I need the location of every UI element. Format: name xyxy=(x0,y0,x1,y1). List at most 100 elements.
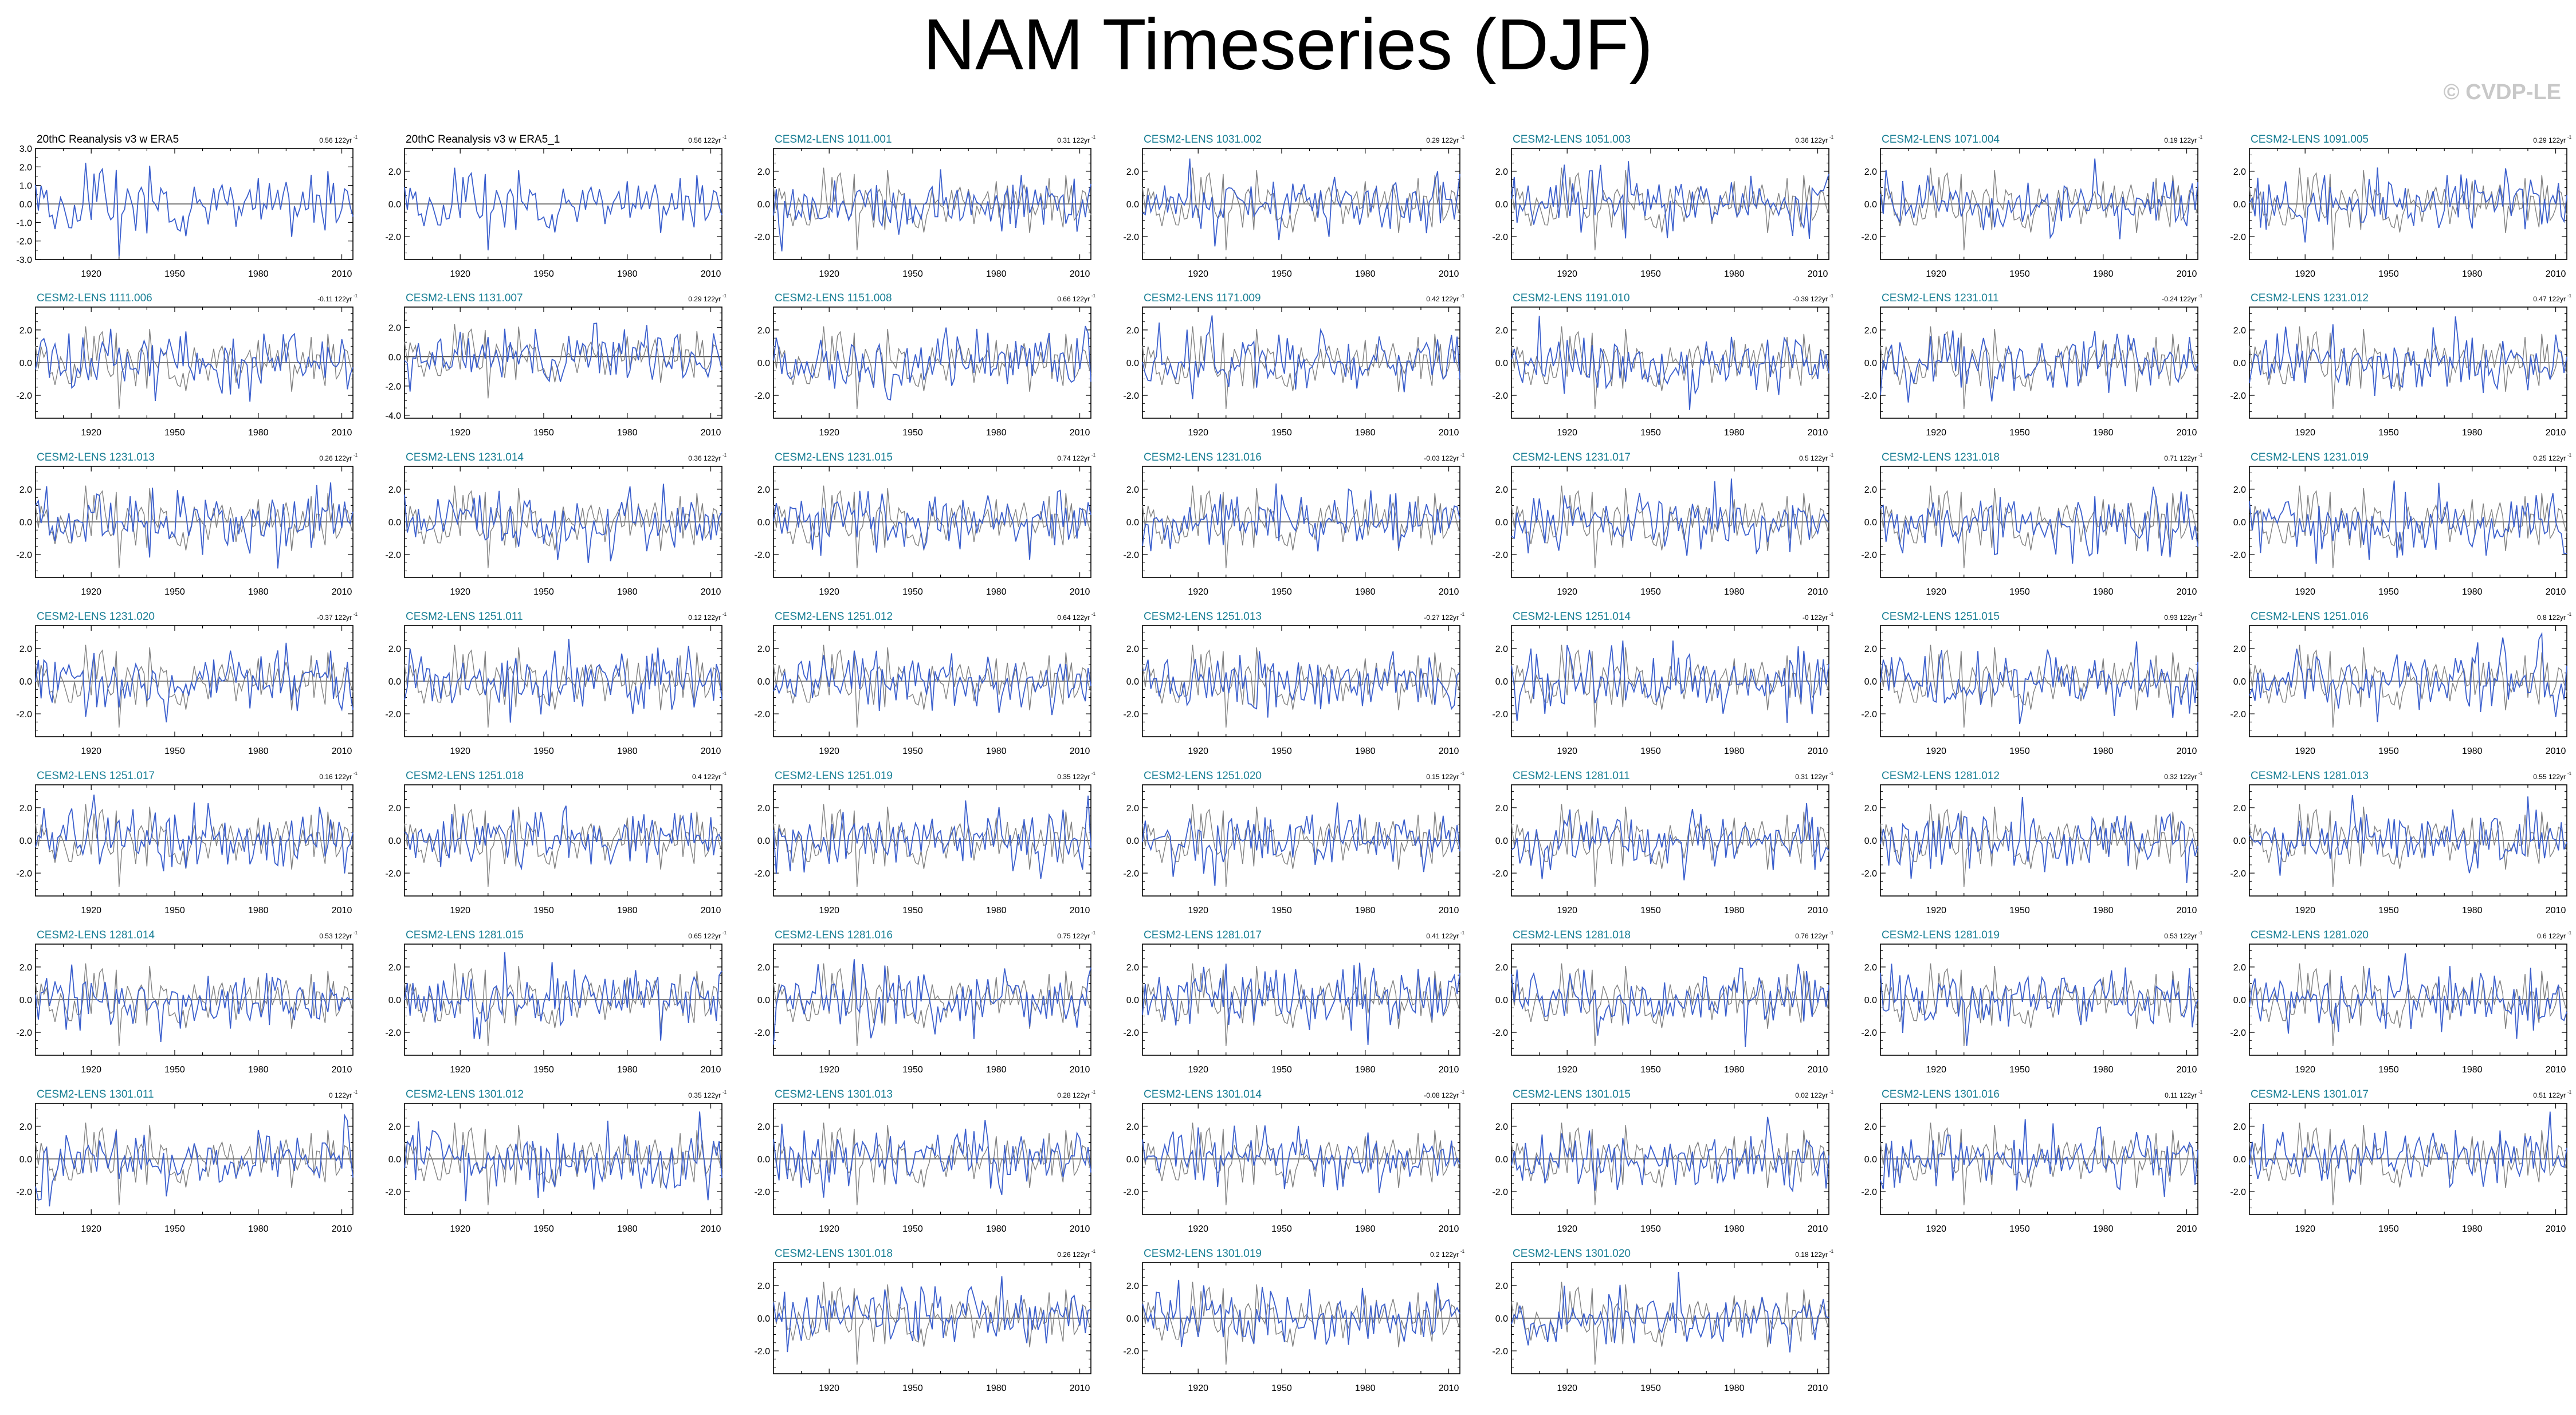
x-tick-label: 1950 xyxy=(2009,1065,2030,1075)
x-tick-label: 1950 xyxy=(902,587,923,597)
x-tick-label: 1920 xyxy=(81,587,101,597)
panel-trend: 0.12 122yr xyxy=(688,614,721,622)
y-tick-label: -4.0 xyxy=(385,411,401,421)
observed-series-line xyxy=(773,1282,1091,1365)
panel-33: CESM2-LENS 1281.011 0.31 122yr -1 2.0 0.0 -2.… xyxy=(1492,770,1833,915)
panel-trend-exponent: -1 xyxy=(1091,293,1096,298)
x-tick-label: 2010 xyxy=(1439,746,1459,756)
observed-series-line xyxy=(1511,644,1829,728)
y-tick-label: -1.0 xyxy=(16,218,32,228)
model-series-line xyxy=(1511,1271,1829,1353)
x-tick-label: 1980 xyxy=(2093,587,2114,597)
x-tick-label: 1980 xyxy=(2093,1224,2114,1234)
x-tick-label: 1980 xyxy=(1724,1065,1745,1075)
x-tick-label: 2010 xyxy=(2546,587,2566,597)
panel-11: CESM2-LENS 1171.009 0.42 122yr -1 2.0 0.0 -2.… xyxy=(1123,292,1464,438)
y-tick-label: -2.0 xyxy=(754,710,770,720)
x-tick-label: 1980 xyxy=(248,1065,269,1075)
x-tick-label: 2010 xyxy=(332,587,352,597)
x-tick-label: 2010 xyxy=(701,1224,721,1234)
y-tick-label: 2.0 xyxy=(757,326,770,336)
y-tick-label: 0.0 xyxy=(388,677,401,687)
x-tick-label: 1980 xyxy=(2093,906,2114,915)
y-tick-label: -2.0 xyxy=(1861,233,1877,242)
panel-trend-exponent: -1 xyxy=(1460,930,1465,936)
x-tick-label: 1950 xyxy=(1640,587,1661,597)
y-tick-label: 3.0 xyxy=(19,144,32,154)
y-tick-label: 2.0 xyxy=(2233,963,2246,973)
x-tick-label: 2010 xyxy=(2546,428,2566,438)
x-tick-label: 1980 xyxy=(248,269,269,279)
observed-series-line xyxy=(1511,326,1829,410)
x-tick-label: 1920 xyxy=(1188,1224,1208,1234)
panel-trend: 0.11 122yr xyxy=(2165,1091,2197,1099)
panel-36: CESM2-LENS 1281.014 0.53 122yr -1 2.0 0.0 -2.… xyxy=(16,929,358,1075)
x-tick-label: 2010 xyxy=(332,746,352,756)
observed-series-line xyxy=(35,804,354,887)
model-series-line xyxy=(1880,1119,2198,1197)
y-tick-label: 2.0 xyxy=(1495,326,1508,336)
x-tick-label: 1920 xyxy=(1557,587,1577,597)
y-tick-label: -2.0 xyxy=(1861,1188,1877,1197)
panel-12: CESM2-LENS 1191.010 -0.39 122yr -1 2.0 0.0 -2… xyxy=(1492,292,1833,438)
panel-trend-exponent: -1 xyxy=(2567,293,2572,298)
x-tick-label: 1980 xyxy=(1355,746,1376,756)
y-tick-label: 2.0 xyxy=(1495,804,1508,813)
x-tick-label: 1920 xyxy=(81,1065,101,1075)
y-tick-label: 0.0 xyxy=(1126,996,1139,1005)
panel-trend-exponent: -1 xyxy=(722,1090,727,1095)
x-tick-label: 1950 xyxy=(533,906,554,915)
x-tick-label: 1980 xyxy=(1355,1224,1376,1234)
panel-19: CESM2-LENS 1231.017 0.5 122yr -1 2.0 0.0 -2.0… xyxy=(1492,451,1833,597)
y-tick-label: -2.0 xyxy=(1123,551,1139,560)
x-tick-label: 2010 xyxy=(1808,1383,1828,1393)
panel-25: CESM2-LENS 1251.013 -0.27 122yr -1 2.0 0.0 -2… xyxy=(1123,611,1464,756)
model-series-line xyxy=(2249,795,2567,876)
x-tick-label: 2010 xyxy=(1439,1383,1459,1393)
x-tick-label: 2010 xyxy=(2177,1224,2197,1234)
panel-trend-exponent: -1 xyxy=(2567,453,2572,458)
x-tick-label: 1920 xyxy=(1557,1224,1577,1234)
panel-trend: 0.29 122yr xyxy=(1426,136,1459,144)
panel-42: CESM2-LENS 1281.020 0.6 122yr -1 2.0 0.0 -2.0… xyxy=(2230,929,2571,1075)
y-tick-label: 0.0 xyxy=(2233,359,2246,368)
panel-trend: 0.53 122yr xyxy=(2164,932,2197,940)
panel-title: CESM2-LENS 1251.011 xyxy=(406,611,523,623)
y-tick-label: 0.0 xyxy=(19,836,32,846)
panel-title: CESM2-LENS 1281.017 xyxy=(1144,929,1262,941)
y-tick-label: -2.0 xyxy=(385,1028,401,1038)
y-tick-label: 0.0 xyxy=(388,1155,401,1165)
y-tick-label: 0.0 xyxy=(2233,1155,2246,1165)
panel-18: CESM2-LENS 1231.016 -0.03 122yr -1 2.0 0.0 -2… xyxy=(1123,451,1464,597)
x-tick-label: 2010 xyxy=(1070,269,1090,279)
y-tick-label: -2.0 xyxy=(1492,1188,1508,1197)
x-tick-label: 1920 xyxy=(81,1224,101,1234)
y-tick-label: -2.0 xyxy=(16,237,32,247)
x-tick-label: 1950 xyxy=(2009,906,2030,915)
panel-trend-exponent: -1 xyxy=(1460,1090,1465,1095)
x-tick-label: 1980 xyxy=(986,1383,1007,1393)
model-series-line xyxy=(1511,640,1829,723)
x-tick-label: 1950 xyxy=(2378,1224,2399,1234)
x-tick-label: 1980 xyxy=(986,1224,1007,1234)
model-series-line xyxy=(1880,641,2198,725)
x-tick-label: 1950 xyxy=(533,269,554,279)
x-tick-label: 1920 xyxy=(2295,1224,2315,1234)
panel-trend-exponent: -1 xyxy=(354,1090,358,1095)
panel-title: CESM2-LENS 1231.013 xyxy=(37,451,155,463)
panel-46: CESM2-LENS 1301.014 -0.08 122yr -1 2.0 0.0 -2… xyxy=(1123,1088,1464,1234)
x-tick-label: 1980 xyxy=(2093,746,2114,756)
y-tick-label: 0.0 xyxy=(1864,518,1877,528)
x-tick-label: 1980 xyxy=(1724,1383,1745,1393)
panel-title: CESM2-LENS 1071.004 xyxy=(1882,133,2000,146)
model-series-line xyxy=(1511,316,1829,410)
x-tick-label: 1950 xyxy=(1640,1383,1661,1393)
y-tick-label: 0.0 xyxy=(19,200,32,210)
x-tick-label: 1950 xyxy=(533,746,554,756)
panel-trend-exponent: -1 xyxy=(1829,930,1834,936)
credit-label: © CVDP-LE xyxy=(2443,80,2561,104)
panel-title: CESM2-LENS 1231.020 xyxy=(37,611,155,623)
model-series-line xyxy=(2249,1111,2567,1189)
panel-29: CESM2-LENS 1251.017 0.16 122yr -1 2.0 0.0 -2.… xyxy=(16,770,358,915)
model-series-line xyxy=(773,795,1091,879)
